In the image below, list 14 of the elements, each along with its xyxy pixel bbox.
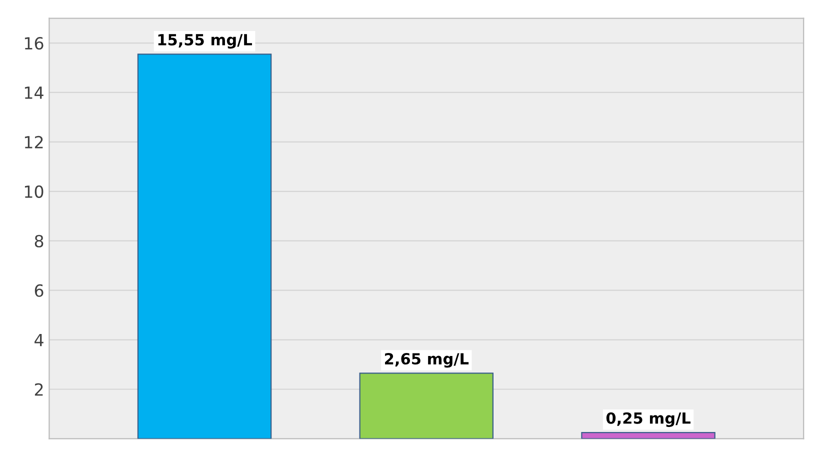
bar [359,372,494,439]
y-tick-label: 4 [34,334,44,346]
bar [137,54,272,439]
data-label: 0,25 mg/L [606,412,690,427]
data-label: 15,55 mg/L [158,34,252,49]
y-tick-label: 8 [34,234,44,248]
data-label: 2,65 mg/L [385,352,469,368]
y-tick-label: 6 [34,284,44,297]
y-tick-label: 16 [24,36,44,50]
y-tick-label: 12 [24,136,43,148]
y-tick-label: 2 [34,383,43,396]
bar [581,432,716,439]
y-tick-label: 14 [24,86,44,99]
y-tick-label: 10 [24,185,44,198]
